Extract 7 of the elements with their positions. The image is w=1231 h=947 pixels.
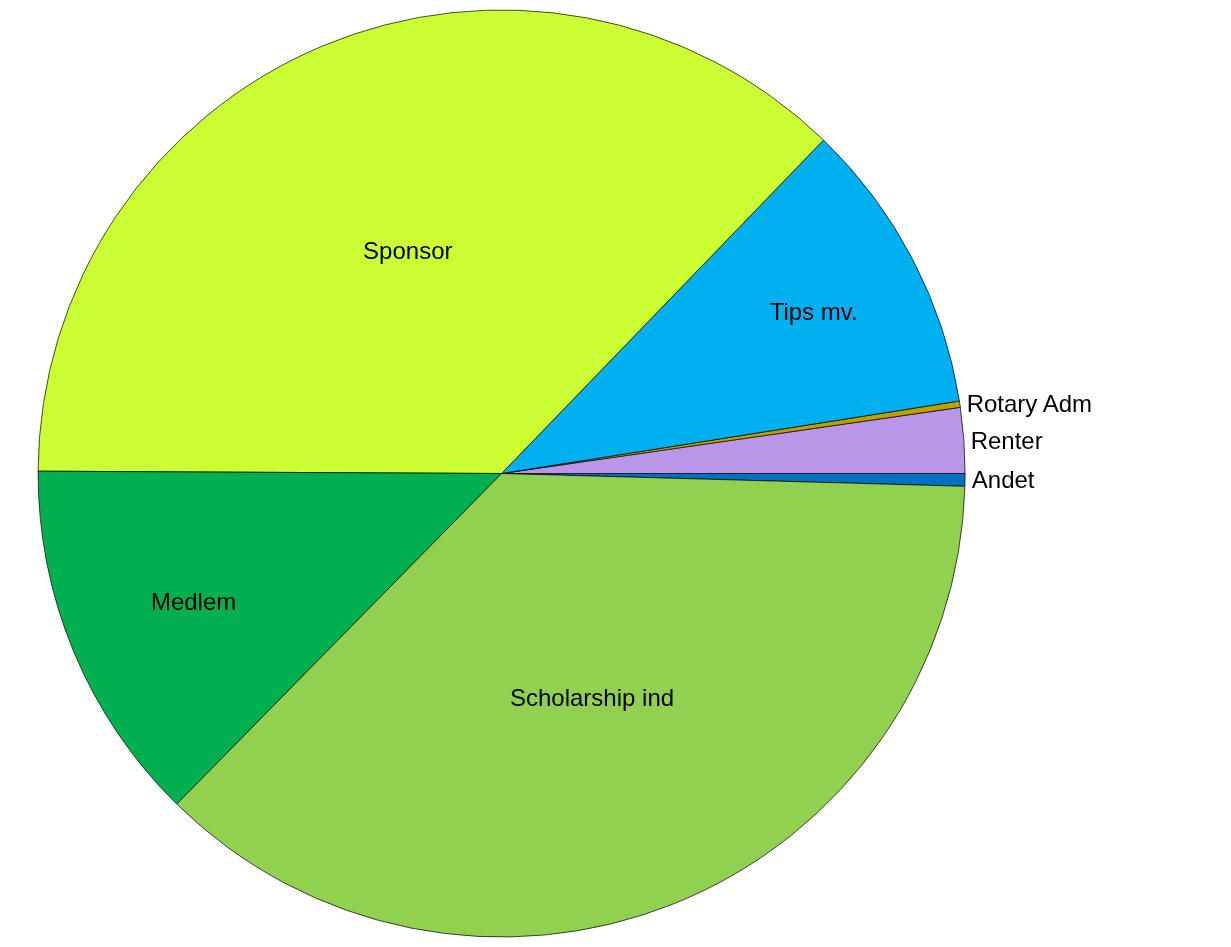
slice-label: Sponsor	[363, 237, 453, 265]
slice-label: Medlem	[150, 588, 237, 616]
slice-label: Scholarship ind	[509, 684, 675, 712]
slice-label: Renter	[970, 426, 1043, 454]
slice-label: Rotary Adm	[966, 390, 1093, 418]
slice-label: Andet	[971, 466, 1035, 494]
slice-label: Tips mv.	[769, 297, 858, 325]
